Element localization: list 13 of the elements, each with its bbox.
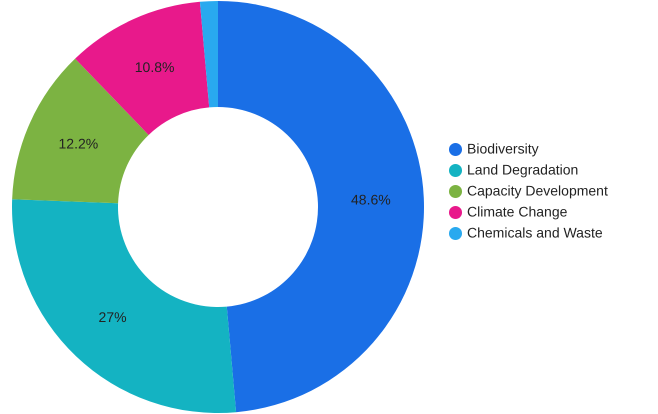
legend-label: Chemicals and Waste (467, 224, 603, 240)
donut-slice (200, 1, 218, 108)
legend-label: Capacity Development (467, 182, 608, 198)
data-label: 10.8% (134, 58, 174, 75)
legend-label: Land Degradation (467, 162, 578, 178)
donut-slice (75, 2, 210, 135)
donut-slice (218, 1, 424, 412)
data-label: 12.2% (58, 135, 98, 152)
donut-slice (12, 199, 236, 413)
data-label: 27% (98, 308, 127, 325)
legend-label: Climate Change (467, 204, 568, 220)
data-label: 48.6% (351, 191, 391, 208)
legend-label: Biodiversity (467, 140, 539, 156)
